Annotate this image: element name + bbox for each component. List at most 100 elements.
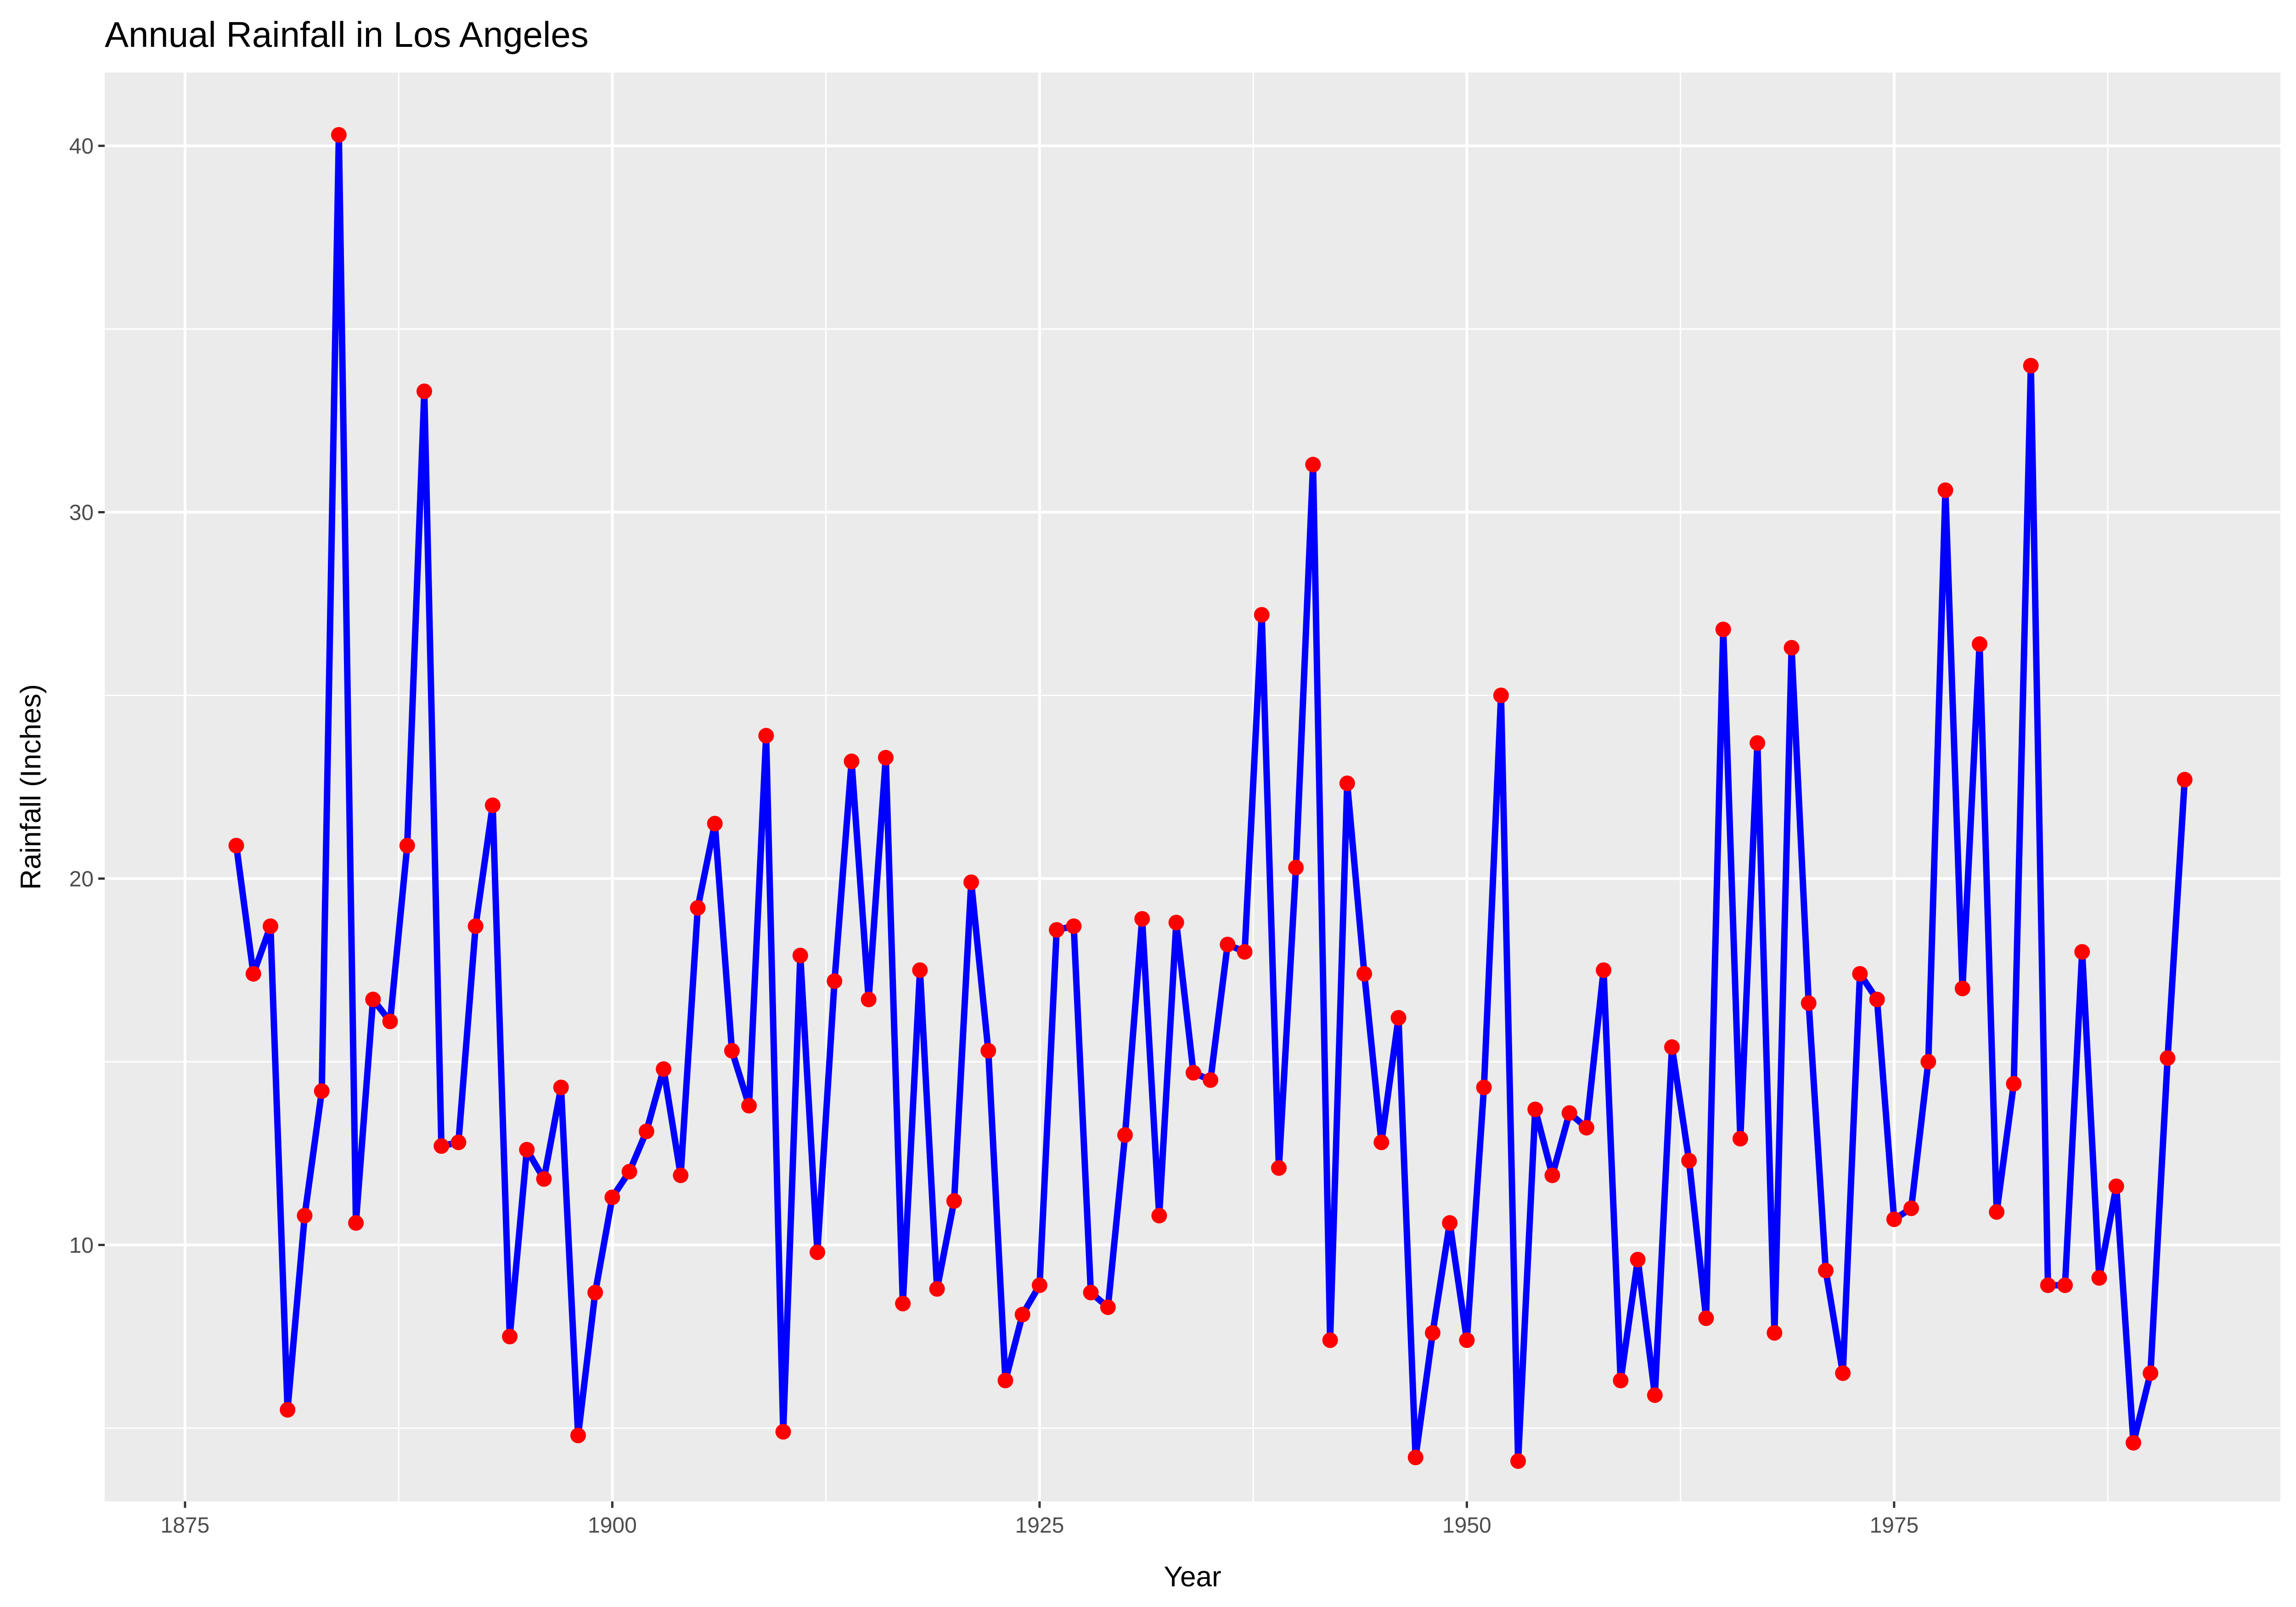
x-tick-label: 1925	[1015, 1513, 1064, 1538]
data-point	[1818, 1263, 1834, 1279]
data-point	[467, 918, 484, 934]
data-point	[1681, 1152, 1697, 1169]
data-point	[1390, 1010, 1407, 1026]
data-point	[1750, 735, 1766, 751]
data-point	[519, 1141, 535, 1157]
data-point	[912, 962, 928, 978]
data-point	[741, 1098, 757, 1114]
data-point	[810, 1244, 826, 1260]
data-point	[638, 1124, 654, 1140]
data-point	[1630, 1252, 1646, 1268]
data-point	[1835, 1365, 1851, 1381]
data-point	[1852, 966, 1868, 982]
data-point	[245, 966, 261, 982]
data-point	[331, 127, 347, 143]
data-point	[1903, 1200, 1919, 1216]
data-point	[1886, 1211, 1902, 1227]
data-point	[1049, 922, 1065, 938]
data-point	[484, 797, 501, 813]
data-point	[2057, 1277, 2073, 1293]
data-point	[929, 1281, 945, 1297]
data-point	[1066, 918, 1082, 934]
data-point	[1613, 1372, 1629, 1388]
y-axis-ticks: 10 20 30 40	[69, 135, 105, 1258]
data-point	[1203, 1072, 1219, 1088]
data-point	[416, 383, 432, 399]
data-point	[263, 918, 279, 934]
x-tick-label: 1875	[161, 1513, 210, 1538]
data-point	[1424, 1325, 1441, 1341]
data-point	[2074, 944, 2090, 960]
data-point	[1288, 860, 1304, 876]
data-point	[604, 1189, 620, 1205]
data-point	[621, 1163, 637, 1180]
data-point	[570, 1427, 586, 1444]
rainfall-points	[228, 127, 2193, 1469]
data-point	[1732, 1131, 1748, 1147]
data-point	[690, 900, 706, 916]
data-point	[775, 1424, 791, 1440]
x-tick-label: 1975	[1869, 1513, 1919, 1538]
data-point	[827, 973, 843, 989]
data-point	[1305, 456, 1321, 472]
data-point	[1134, 911, 1150, 927]
data-point	[1442, 1215, 1458, 1231]
data-point	[2006, 1076, 2022, 1092]
data-point	[1031, 1277, 1047, 1293]
data-point	[1561, 1105, 1577, 1121]
data-point	[2177, 772, 2193, 788]
plot-panel	[105, 73, 2280, 1501]
data-point	[1339, 775, 1355, 792]
data-point	[1698, 1310, 1714, 1326]
data-point	[280, 1402, 296, 1418]
data-point	[1510, 1453, 1526, 1469]
data-point	[1459, 1332, 1475, 1348]
data-point	[1869, 991, 1885, 1007]
data-point	[2091, 1270, 2107, 1286]
data-point	[1083, 1285, 1099, 1301]
y-tick-label: 30	[69, 501, 94, 525]
data-point	[946, 1193, 962, 1209]
data-point	[1989, 1204, 2005, 1220]
data-point	[963, 874, 979, 890]
data-point	[792, 948, 808, 964]
data-point	[861, 991, 877, 1007]
y-axis-title: Rainfall (Inches)	[15, 684, 47, 890]
data-point	[1407, 1450, 1424, 1466]
data-point	[1784, 640, 1800, 656]
data-point	[895, 1296, 911, 1312]
y-tick-label: 10	[69, 1233, 94, 1258]
data-point	[536, 1171, 552, 1187]
x-tick-label: 1950	[1442, 1513, 1491, 1538]
major-gridlines	[105, 73, 2280, 1501]
data-point	[980, 1043, 996, 1059]
data-point	[1971, 636, 1987, 652]
data-point	[1237, 944, 1253, 960]
data-point	[1373, 1135, 1390, 1151]
data-point	[2160, 1050, 2176, 1066]
x-tick-label: 1900	[588, 1513, 637, 1538]
data-point	[450, 1135, 467, 1151]
x-axis-ticks: 1875 1900 1925 1950 1975	[161, 1501, 1919, 1538]
data-point	[1100, 1299, 1116, 1315]
data-point	[997, 1372, 1013, 1388]
y-tick-label: 40	[69, 135, 94, 159]
data-point	[1185, 1065, 1201, 1081]
data-point	[1664, 1039, 1680, 1055]
data-point	[2108, 1178, 2124, 1194]
data-point	[2143, 1365, 2159, 1381]
data-point	[1596, 962, 1612, 978]
data-point	[2040, 1277, 2056, 1293]
data-point	[1527, 1101, 1543, 1118]
data-point	[724, 1043, 740, 1059]
data-point	[348, 1215, 364, 1231]
data-point	[2023, 358, 2039, 374]
data-point	[1168, 915, 1184, 931]
data-point	[1220, 937, 1236, 953]
data-point	[1544, 1167, 1560, 1183]
data-point	[1014, 1307, 1030, 1323]
data-point	[228, 837, 244, 854]
data-point	[673, 1167, 689, 1183]
data-point	[1322, 1332, 1338, 1348]
data-point	[1271, 1160, 1287, 1176]
